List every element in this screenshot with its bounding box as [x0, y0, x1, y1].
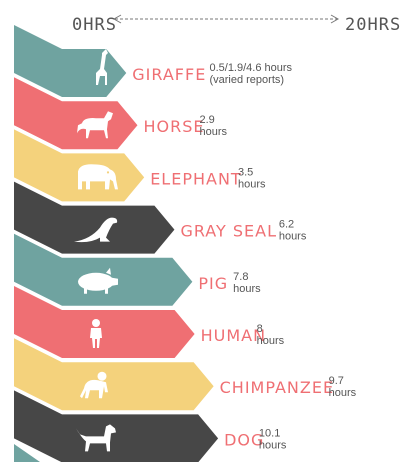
- value-label: 2.9: [199, 114, 214, 126]
- value-label: 6.2: [279, 219, 294, 231]
- pig-icon: [78, 267, 118, 294]
- horse-icon: [77, 111, 113, 139]
- dog-icon: [76, 424, 116, 452]
- bar: [14, 390, 219, 462]
- bar: [14, 338, 214, 411]
- axis-start-label: 0HRS: [72, 15, 117, 35]
- giraffe-icon: [96, 49, 108, 85]
- category-label: HUMAN: [201, 326, 266, 345]
- value-label: 8: [257, 323, 263, 335]
- bar-fragment: [14, 444, 40, 462]
- category-label: CHIMPANZEE: [220, 378, 334, 397]
- value-unit: hours: [257, 335, 285, 347]
- axis-end-label: 20HRS: [345, 15, 401, 35]
- elephant-icon: [78, 164, 118, 190]
- bar: [14, 181, 175, 254]
- category-label: DOG: [224, 430, 264, 449]
- value-unit: hours: [233, 283, 261, 295]
- value-label: 9.7: [329, 375, 344, 387]
- category-label: GRAY SEAL: [180, 222, 277, 241]
- human-icon: [90, 319, 102, 348]
- value-unit: hours: [259, 439, 287, 451]
- category-label: HORSE: [143, 117, 204, 136]
- value-label: 10.1: [259, 427, 280, 439]
- axis-header: 0HRS 20HRS: [72, 14, 401, 35]
- axis-double-arrow: [112, 14, 340, 24]
- value-label: 0.5/1.9/4.6 hours: [209, 62, 292, 74]
- bar: [14, 286, 195, 358]
- value-unit: hours: [279, 231, 307, 243]
- bar: [14, 129, 145, 202]
- value-label: 7.8: [233, 271, 248, 283]
- seal-icon: [74, 217, 118, 243]
- category-label: GIRAFFE: [132, 65, 206, 84]
- category-label: PIG: [198, 274, 228, 293]
- bar-rows: GIRAFFE 0.5/1.9/4.6 hours(varied reports)…: [14, 25, 357, 462]
- bar: [14, 233, 193, 306]
- value-unit: hours: [238, 178, 266, 190]
- value-unit: (varied reports): [209, 74, 284, 86]
- value-label: 3.5: [238, 166, 253, 178]
- bar-row-giraffe: GIRAFFE 0.5/1.9/4.6 hours(varied reports): [14, 25, 293, 97]
- value-unit: hours: [329, 387, 357, 399]
- chimpanzee-icon: [80, 371, 108, 399]
- value-unit: hours: [199, 126, 227, 138]
- category-label: ELEPHANT: [150, 169, 242, 188]
